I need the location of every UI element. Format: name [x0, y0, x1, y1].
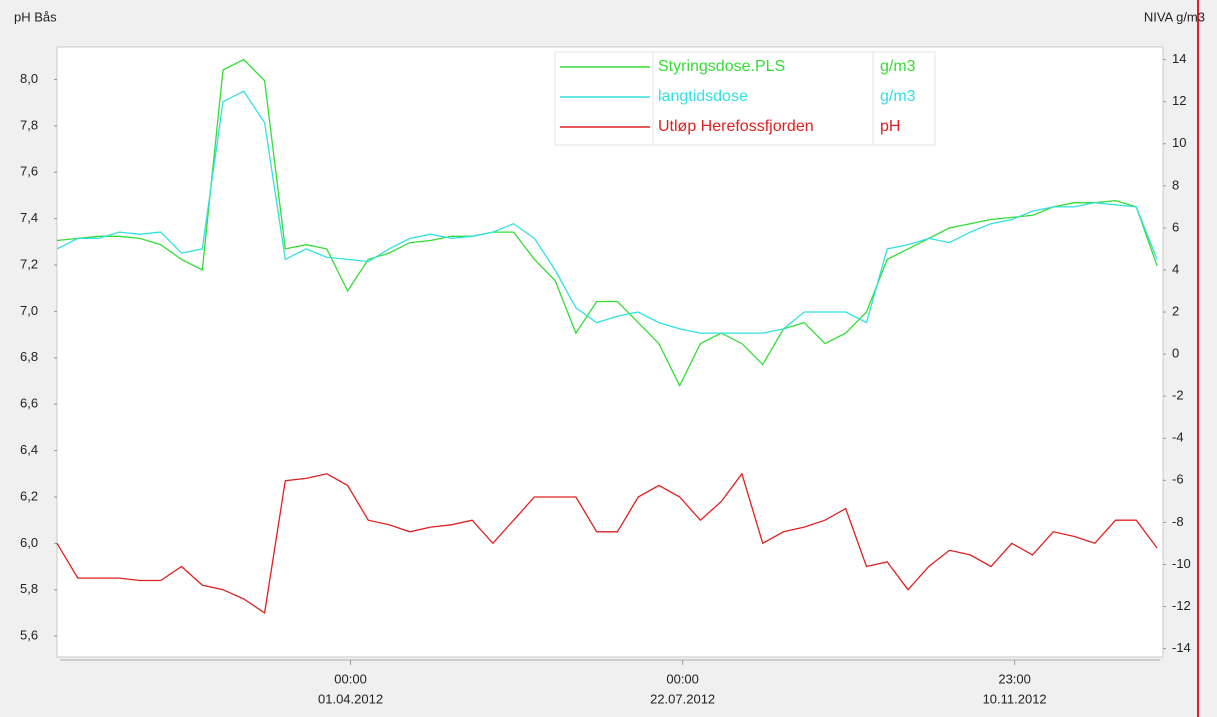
series-line: [56, 472, 1158, 615]
y2-tick-label: 12: [1172, 93, 1186, 108]
legend-label: langtidsdose: [658, 88, 748, 105]
y2-tick-label: -4: [1172, 430, 1184, 445]
y2-tick-label: -2: [1172, 388, 1184, 403]
y-tick-label: 6,8: [20, 349, 38, 364]
x-tick-label: 22.07.2012: [650, 691, 715, 706]
y-tick-label: 8,0: [20, 71, 38, 86]
y-axis-title: pH Bås: [14, 9, 57, 24]
y2-tick-label: -6: [1172, 472, 1184, 487]
legend-label: Utløp Herefossfjorden: [658, 118, 814, 135]
y-tick-label: 6,0: [20, 535, 38, 550]
x-tick-label: 01.04.2012: [318, 691, 383, 706]
y-tick-label: 7,2: [20, 256, 38, 271]
x-tick-label: 00:00: [666, 671, 699, 686]
legend: Styringsdose.PLS g/m3 langtidsdose g/m3 Utlø…: [554, 51, 936, 146]
y2-tick-label: 0: [1172, 346, 1179, 361]
y2-tick-label: -12: [1172, 598, 1191, 613]
legend-unit: g/m3: [880, 58, 916, 75]
x-tick-label: 23:00: [998, 671, 1031, 686]
y2-tick-label: -8: [1172, 514, 1184, 529]
y-tick-label: 7,4: [20, 210, 38, 225]
x-tick-label: 10.11.2012: [983, 691, 1047, 706]
y2-axis-title: NIVA g/m3: [1144, 9, 1205, 24]
x-tick-label: 00:00: [334, 671, 367, 686]
y-tick-label: 5,6: [20, 628, 38, 643]
y2-tick-label: 14: [1172, 51, 1186, 66]
y-tick-label: 6,2: [20, 488, 38, 503]
y-tick-label: 6,6: [20, 396, 38, 411]
y2-tick-label: -10: [1172, 556, 1191, 571]
plot-area: [56, 46, 1164, 658]
series-line: [56, 58, 1158, 388]
legend-unit: g/m3: [880, 88, 916, 105]
y-tick-label: 7,6: [20, 164, 38, 179]
y2-tick-label: -14: [1172, 640, 1191, 655]
y-tick-label: 6,4: [20, 442, 38, 457]
y-tick-label: 7,0: [20, 303, 38, 318]
y2-tick-label: 10: [1172, 135, 1186, 150]
series-line: [56, 90, 1158, 334]
y2-tick-label: 2: [1172, 303, 1179, 318]
y2-tick-label: 4: [1172, 261, 1179, 276]
legend-unit: pH: [880, 118, 900, 135]
legend-label: Styringsdose.PLS: [658, 58, 785, 75]
y-tick-label: 7,8: [20, 117, 38, 132]
y-tick-label: 5,8: [20, 581, 38, 596]
y2-tick-label: 6: [1172, 219, 1179, 234]
y2-tick-label: 8: [1172, 177, 1179, 192]
